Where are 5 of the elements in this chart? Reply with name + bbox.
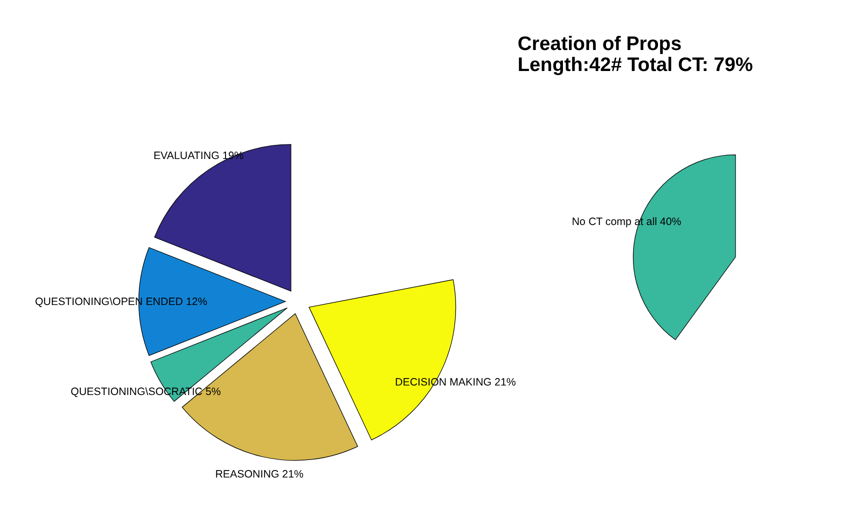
slice-label: No CT comp at all 40% bbox=[572, 216, 682, 228]
slice-label: REASONING 21% bbox=[215, 468, 304, 481]
text: Creation of Props bbox=[518, 32, 682, 55]
text: Length:42# Total CT: 79% bbox=[518, 54, 753, 76]
slice-label: EVALUATING 19% bbox=[153, 150, 244, 162]
